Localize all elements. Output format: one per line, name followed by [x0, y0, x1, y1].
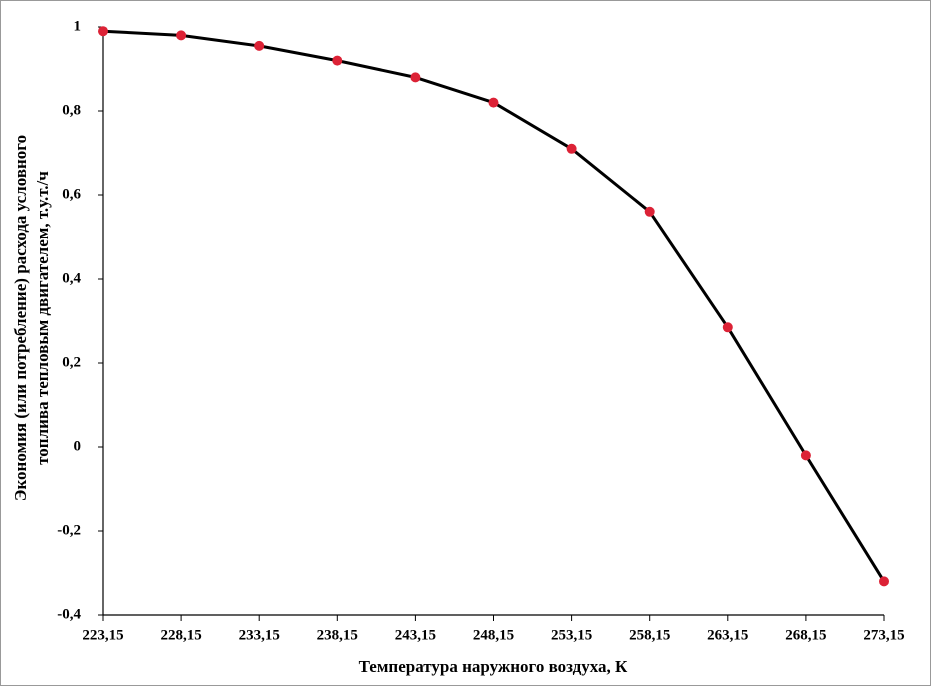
point: [332, 55, 343, 66]
x-tick-label: 228,15: [160, 627, 201, 643]
x-tick-label: 268,15: [785, 627, 826, 643]
point: [488, 97, 499, 108]
y-tick-label: 0,6: [62, 186, 81, 202]
y-tick-label: 0,2: [62, 354, 81, 370]
y-axis-title: топлива тепловым двигателем, т.у.т./ч: [33, 171, 52, 465]
point: [879, 576, 889, 587]
y-tick-label: 0,8: [62, 102, 81, 118]
x-tick-label: 223,15: [82, 627, 123, 643]
point: [254, 40, 265, 51]
y-tick-label: -0,2: [57, 522, 81, 538]
point: [722, 322, 733, 333]
y-tick-label: 0,4: [62, 270, 81, 286]
point: [644, 206, 655, 217]
x-tick-label: 233,15: [239, 627, 280, 643]
y-axis-title: Экономия (или потребление) расхода услов…: [11, 135, 30, 501]
point: [800, 450, 811, 461]
x-tick-label: 253,15: [551, 627, 592, 643]
y-tick-label: 1: [74, 18, 82, 34]
point: [98, 26, 108, 37]
x-tick-label: 263,15: [707, 627, 748, 643]
y-tick-label: -0,4: [57, 606, 81, 622]
x-tick-label: 273,15: [863, 627, 904, 643]
x-axis-title: Температура наружного воздуха, К: [359, 657, 628, 676]
point: [176, 30, 187, 41]
point: [566, 143, 577, 154]
x-tick-label: 243,15: [395, 627, 436, 643]
x-tick-label: 258,15: [629, 627, 670, 643]
point: [410, 72, 421, 83]
x-tick-label: 248,15: [473, 627, 514, 643]
x-tick-label: 238,15: [317, 627, 358, 643]
y-tick-label: 0: [74, 438, 82, 454]
